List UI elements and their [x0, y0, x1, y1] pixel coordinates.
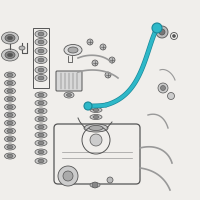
Ellipse shape	[35, 124, 47, 130]
Ellipse shape	[7, 129, 13, 133]
Ellipse shape	[35, 66, 47, 73]
Ellipse shape	[38, 125, 44, 129]
Ellipse shape	[38, 101, 44, 105]
Ellipse shape	[7, 89, 13, 93]
Ellipse shape	[19, 46, 25, 50]
Ellipse shape	[38, 133, 44, 137]
Ellipse shape	[35, 92, 47, 98]
Circle shape	[159, 29, 165, 35]
Ellipse shape	[4, 128, 16, 134]
Ellipse shape	[64, 92, 74, 98]
Ellipse shape	[7, 73, 13, 77]
Ellipse shape	[35, 74, 47, 82]
Circle shape	[156, 26, 168, 38]
Circle shape	[109, 57, 115, 63]
Ellipse shape	[4, 136, 16, 142]
Ellipse shape	[93, 108, 99, 112]
Bar	[91, 105, 97, 109]
Ellipse shape	[38, 76, 44, 80]
Ellipse shape	[68, 47, 78, 53]
Ellipse shape	[7, 97, 13, 101]
Ellipse shape	[4, 104, 16, 110]
Ellipse shape	[4, 112, 16, 118]
Ellipse shape	[35, 56, 47, 64]
Ellipse shape	[38, 117, 44, 121]
Circle shape	[92, 60, 98, 66]
Ellipse shape	[4, 153, 16, 159]
Circle shape	[168, 92, 174, 99]
Ellipse shape	[4, 120, 16, 126]
Ellipse shape	[90, 182, 100, 188]
Ellipse shape	[90, 108, 102, 112]
Ellipse shape	[7, 145, 13, 149]
Circle shape	[105, 72, 111, 78]
Circle shape	[158, 83, 168, 93]
Circle shape	[152, 23, 162, 33]
Ellipse shape	[35, 116, 47, 122]
Ellipse shape	[7, 154, 13, 158]
Circle shape	[90, 134, 102, 146]
Circle shape	[172, 34, 176, 38]
Circle shape	[87, 39, 93, 45]
Circle shape	[107, 177, 113, 183]
Ellipse shape	[89, 126, 103, 130]
Ellipse shape	[35, 100, 47, 106]
Circle shape	[100, 44, 106, 50]
Ellipse shape	[4, 72, 16, 78]
Circle shape	[160, 86, 166, 90]
Ellipse shape	[38, 68, 44, 72]
Ellipse shape	[38, 141, 44, 145]
Ellipse shape	[35, 132, 47, 138]
Ellipse shape	[38, 49, 44, 53]
Ellipse shape	[7, 137, 13, 141]
Ellipse shape	[35, 149, 47, 155]
Ellipse shape	[35, 38, 47, 46]
Ellipse shape	[7, 121, 13, 125]
Ellipse shape	[38, 159, 44, 163]
Ellipse shape	[93, 116, 99, 118]
Circle shape	[84, 102, 92, 110]
FancyBboxPatch shape	[56, 71, 82, 91]
Bar	[33, 28, 49, 88]
Ellipse shape	[7, 113, 13, 117]
Ellipse shape	[4, 96, 16, 102]
Ellipse shape	[35, 158, 47, 164]
Circle shape	[63, 171, 73, 181]
Ellipse shape	[90, 114, 102, 119]
Ellipse shape	[38, 32, 44, 36]
Ellipse shape	[38, 40, 44, 44]
Circle shape	[92, 182, 98, 188]
Ellipse shape	[84, 124, 108, 132]
Ellipse shape	[35, 30, 47, 38]
Ellipse shape	[35, 140, 47, 146]
Ellipse shape	[2, 49, 18, 61]
Ellipse shape	[5, 34, 15, 42]
Ellipse shape	[38, 58, 44, 62]
Ellipse shape	[38, 150, 44, 154]
Ellipse shape	[64, 45, 82, 55]
Ellipse shape	[38, 93, 44, 97]
Ellipse shape	[38, 109, 44, 113]
Ellipse shape	[35, 108, 47, 114]
Ellipse shape	[4, 144, 16, 150]
Ellipse shape	[4, 88, 16, 94]
Ellipse shape	[2, 32, 18, 44]
Ellipse shape	[66, 94, 72, 97]
Ellipse shape	[35, 47, 47, 54]
Ellipse shape	[4, 80, 16, 86]
Ellipse shape	[8, 36, 12, 40]
Ellipse shape	[5, 51, 15, 58]
Ellipse shape	[7, 81, 13, 85]
Ellipse shape	[8, 53, 12, 57]
Circle shape	[58, 166, 78, 186]
Ellipse shape	[7, 105, 13, 109]
